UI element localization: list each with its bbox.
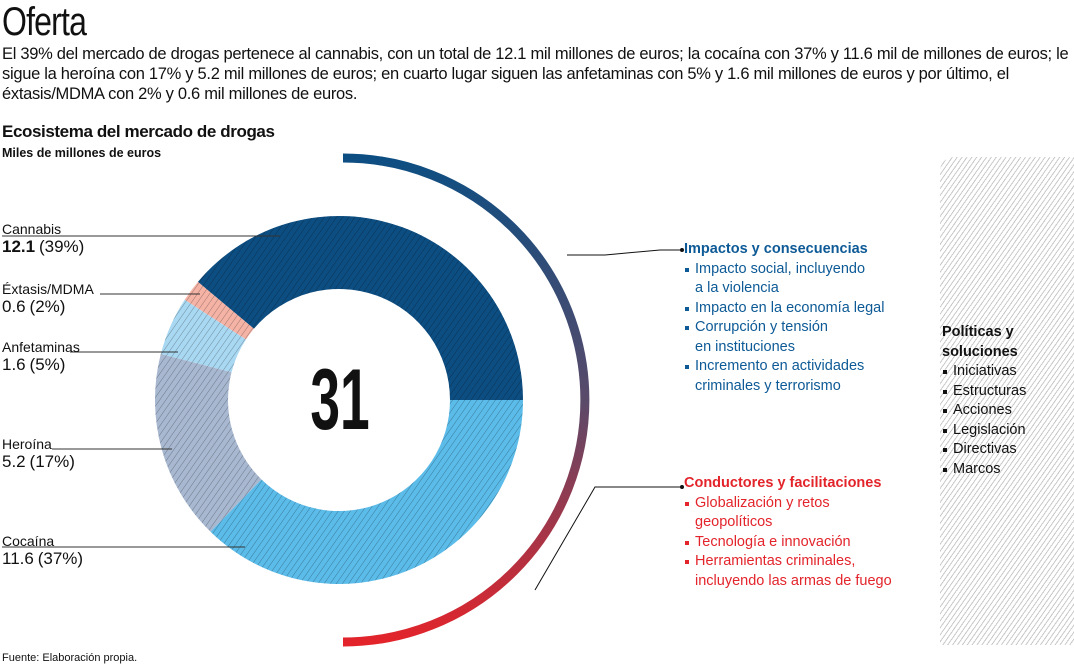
page-title: Oferta <box>2 0 87 44</box>
list-item: Incremento en actividades criminales y te… <box>684 357 884 396</box>
slice-value: 5.2 <box>2 452 26 471</box>
label-extasis: Éxtasis/MDMA 0.6 (2%) <box>2 281 94 316</box>
slice-name: Heroína <box>2 436 52 452</box>
slice-pct: (17%) <box>29 452 75 471</box>
policies-heading: Políticas y <box>942 324 1014 340</box>
drivers-connector <box>534 486 682 591</box>
list-item: Marcos <box>942 460 1026 480</box>
label-heroina: Heroína 5.2 (17%) <box>2 436 75 471</box>
policies-block: Políticas y soluciones Iniciativas Estru… <box>942 323 1026 479</box>
list-item: Corrupción y tensión en instituciones <box>684 318 884 357</box>
total-value: 31 <box>310 352 370 448</box>
impacts-block: Impactos y consecuencias Impacto social,… <box>684 240 884 396</box>
slice-pct: (39%) <box>38 237 85 256</box>
impacts-connector <box>567 249 682 256</box>
policies-heading-2: soluciones <box>942 343 1018 360</box>
slice-hero-na-hatch <box>155 354 262 532</box>
list-item: Impacto en la economía legal <box>684 299 884 319</box>
impacts-heading: Impactos y consecuencias <box>684 241 868 257</box>
label-cocaina: Cocaína 11.6 (37%) <box>2 533 83 568</box>
slice-pct: (37%) <box>37 549 84 568</box>
slice-pct: (5%) <box>29 355 66 374</box>
list-item: Globalización y retos geopolíticos <box>684 494 892 533</box>
list-item: Estructuras <box>942 382 1026 402</box>
list-item: Impacto social, incluyendo a la violencia <box>684 260 884 299</box>
chart-title: Ecosistema del mercado de drogas <box>2 122 275 141</box>
chart-subtitle: Miles de millones de euros <box>2 146 162 160</box>
list-item: Iniciativas <box>942 362 1026 382</box>
source-note: Fuente: Elaboración propia. <box>2 652 138 664</box>
slice-value: 0.6 <box>2 297 26 316</box>
slice--xtasis-mdma-hatch <box>184 281 254 340</box>
list-item: Acciones <box>942 401 1026 421</box>
slice-anfetaminas-hatch <box>160 299 246 373</box>
slice-cannabis-hatch <box>197 216 523 400</box>
drivers-block: Conductores y facilitaciones Globalizaci… <box>684 474 892 591</box>
outer-arc <box>342 153 590 647</box>
slice-value: 1.6 <box>2 355 26 374</box>
intro-text: El 39% del mercado de drogas pertenece a… <box>2 45 1069 103</box>
list-item: Tecnología e innovación <box>684 533 892 553</box>
label-cannabis: Cannabis 12.1 (39%) <box>2 221 84 256</box>
slice-coca-na-hatch <box>210 400 524 584</box>
slice-name: Anfetaminas <box>2 339 80 355</box>
policies-panel <box>940 157 1074 645</box>
slice-name: Éxtasis/MDMA <box>2 281 94 297</box>
slice-name: Cannabis <box>2 221 62 237</box>
slice-value: 12.1 <box>2 237 36 256</box>
list-item: Legislación <box>942 421 1026 441</box>
slice-pct: (2%) <box>29 297 66 316</box>
label-anfetaminas: Anfetaminas 1.6 (5%) <box>2 339 80 374</box>
list-item: Herramientas criminales, incluyendo las a… <box>684 552 892 591</box>
list-item: Directivas <box>942 440 1026 460</box>
drivers-heading: Conductores y facilitaciones <box>684 475 882 491</box>
slice-value: 11.6 <box>2 549 34 568</box>
slice-name: Cocaína <box>2 533 55 549</box>
